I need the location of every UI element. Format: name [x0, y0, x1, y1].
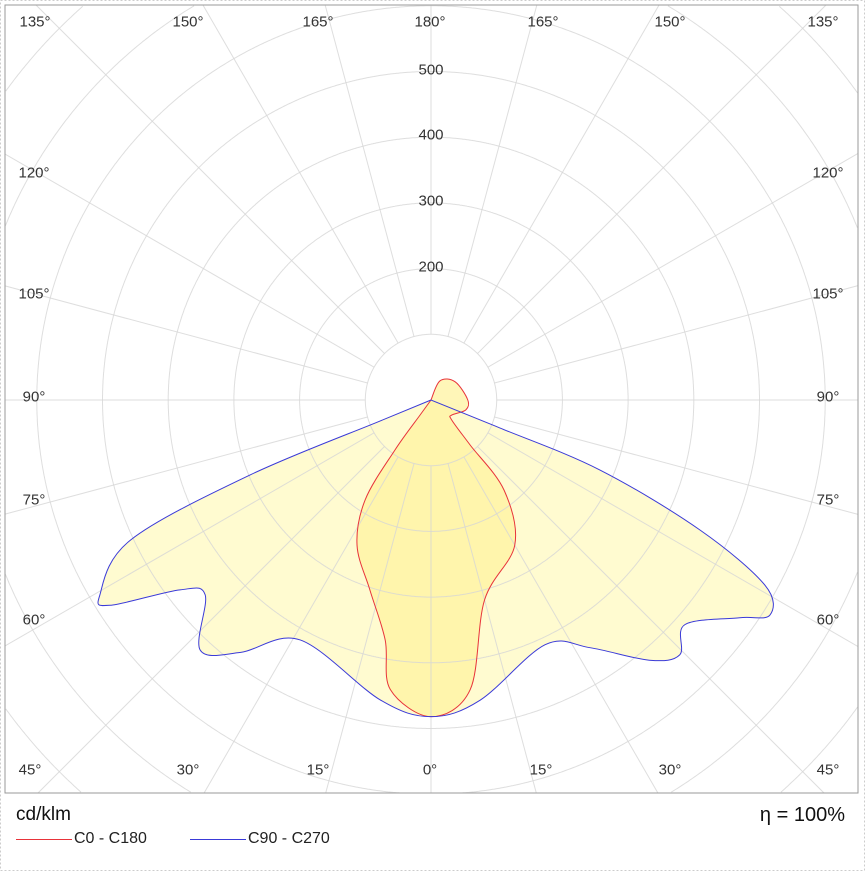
grid-radial-line	[494, 285, 859, 384]
unit-label: cd/klm	[16, 804, 71, 825]
series-fill-c0-c180	[356, 379, 516, 717]
angle-label-top: 165°	[527, 13, 559, 31]
angle-label-bottom: 30°	[176, 761, 200, 779]
grid-radial-line	[463, 456, 659, 794]
grid-radial-line	[447, 4, 538, 337]
radial-tick-label: 200	[418, 258, 444, 276]
grid-radial-line	[37, 446, 385, 794]
grid-radial-line	[325, 463, 415, 794]
angle-label-right: 60°	[816, 611, 840, 629]
grid-radial-line	[324, 4, 415, 337]
angle-label-top: 135°	[19, 13, 51, 31]
radial-tick-label: 400	[418, 126, 444, 144]
radial-tick-label: 300	[418, 192, 444, 210]
angle-label-left: 120°	[18, 164, 50, 182]
grid-radial-line	[477, 4, 827, 354]
legend-item-c0-c180: C0 - C180	[16, 830, 147, 848]
efficiency-label: η = 100%	[759, 804, 845, 826]
angle-label-bottom: 45°	[18, 761, 42, 779]
angle-label-bottom: 15°	[529, 761, 553, 779]
grid-circle	[5, 5, 858, 793]
grid-radial-line	[4, 416, 368, 515]
plot-area	[4, 4, 859, 794]
grid-radial-line	[4, 153, 375, 368]
angle-label-left: 60°	[22, 611, 46, 629]
angle-label-right: 90°	[816, 388, 840, 406]
grid-radial-line	[447, 463, 537, 794]
grid-circle	[4, 5, 858, 793]
angle-label-right: 105°	[812, 285, 844, 303]
legend-swatch	[16, 838, 72, 840]
angle-label-left: 75°	[22, 491, 46, 509]
grid-radial-line	[477, 446, 825, 794]
series-line-c0-c180	[356, 378, 517, 718]
legend-swatch	[190, 838, 246, 840]
grid-radial-line	[4, 432, 375, 647]
angle-label-right: 75°	[816, 491, 840, 509]
plot-frame	[4, 4, 859, 794]
grid-radial-line	[463, 4, 660, 344]
grid-radial-line	[494, 416, 859, 515]
angle-label-left: 105°	[18, 285, 50, 303]
angle-label-top: 150°	[172, 13, 204, 31]
grid-radial-line	[487, 432, 859, 647]
angle-label-bottom: 30°	[658, 761, 682, 779]
grid-radial-line	[203, 456, 399, 794]
grid-radial-line	[4, 285, 368, 384]
grid-radial-line	[202, 4, 399, 344]
angle-label-bottom: 0°	[422, 761, 438, 779]
legend-label: C90 - C270	[248, 830, 330, 847]
angle-label-top: 165°	[302, 13, 334, 31]
angle-label-top: 150°	[654, 13, 686, 31]
angle-label-bottom: 45°	[816, 761, 840, 779]
legend-label: C0 - C180	[74, 830, 147, 847]
angle-label-bottom: 15°	[306, 761, 330, 779]
radial-tick-label: 500	[418, 61, 444, 78]
series-line-c90-c270	[97, 399, 774, 718]
angle-label-right: 120°	[812, 164, 844, 182]
grid-radial-line	[487, 153, 859, 368]
legend-item-c90-c270: C90 - C270	[190, 830, 330, 848]
angle-label-top: 135°	[807, 13, 839, 31]
angle-label-left: 90°	[22, 388, 46, 406]
angle-label-top: 180°	[414, 13, 446, 31]
grid-radial-line	[35, 4, 385, 354]
